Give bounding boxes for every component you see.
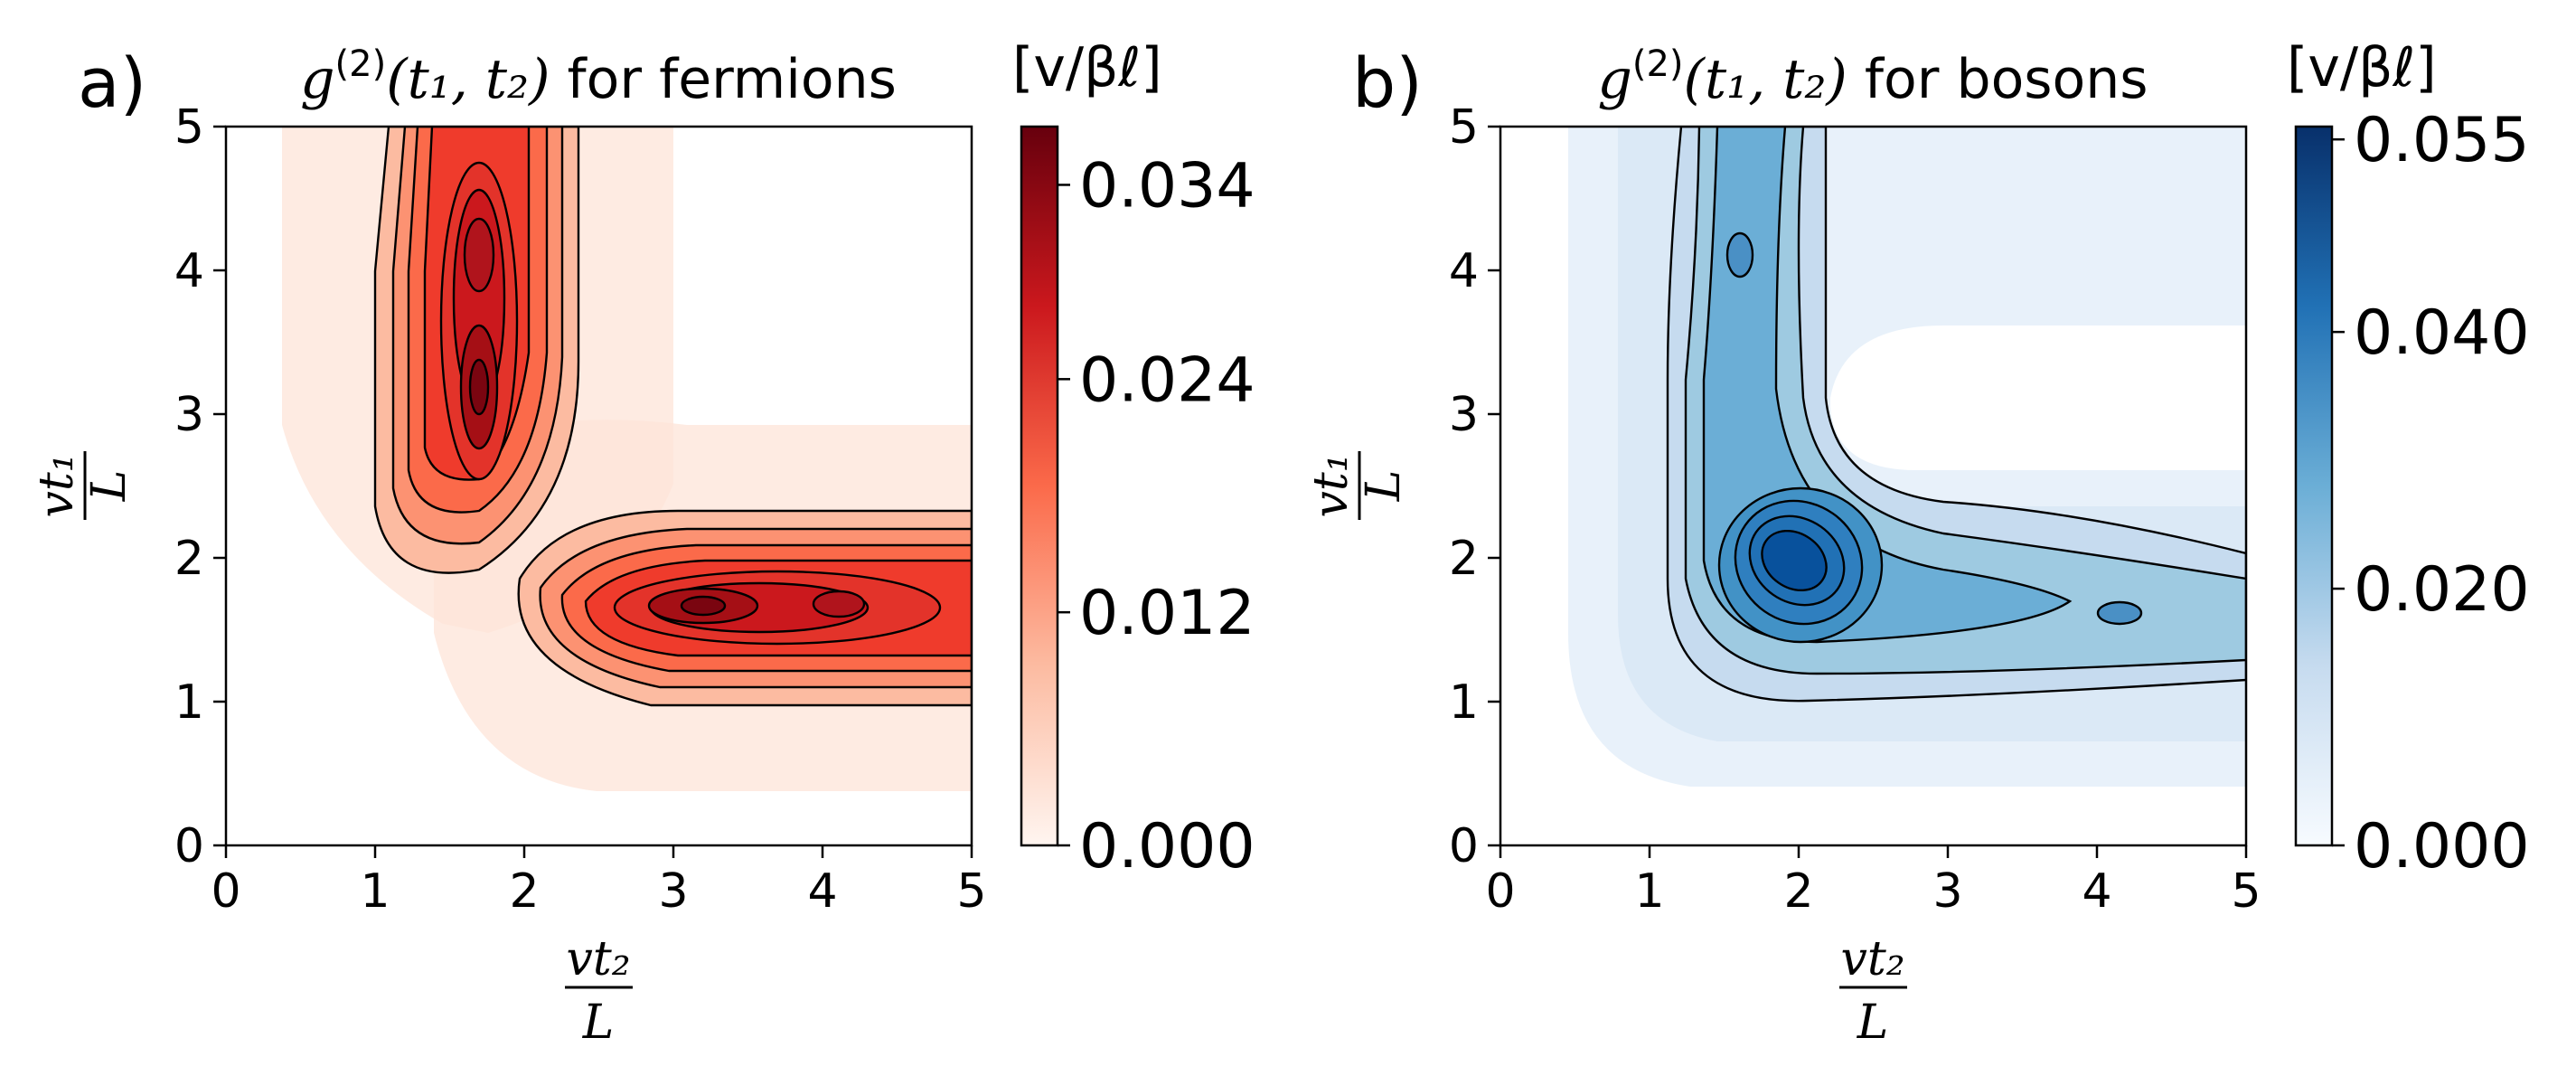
panel-a-cbar-tick-label-2: 0.024 bbox=[1079, 344, 1255, 416]
panel-b-colorbar bbox=[2294, 125, 2334, 847]
panel-b-cbar-tick-label-3: 0.055 bbox=[2354, 105, 2530, 176]
panel-a-ytick-label-5: 5 bbox=[174, 100, 204, 155]
panel-b-label: b) bbox=[1352, 42, 1423, 123]
panel-a-xlabel: vt₂ L bbox=[565, 932, 633, 1050]
panel-b-title-sup: (2) bbox=[1632, 43, 1684, 85]
panel-a-title-suffix: for fermions bbox=[550, 48, 896, 111]
panel-a-ridge-vertical bbox=[373, 127, 580, 574]
panel-b-title: g(2)(t₁, t₂) for bosons bbox=[1597, 43, 2148, 111]
panel-a-contour-v7 bbox=[463, 217, 495, 293]
panel-b-xlabel-num: vt₂ bbox=[1840, 932, 1904, 986]
panel-a-xtick-label-4: 4 bbox=[807, 864, 837, 919]
panel-b-colorbar-label: [v/βℓ] bbox=[2287, 36, 2437, 99]
panel-a-xtick-label-1: 1 bbox=[360, 864, 390, 919]
panel-a-cbar-tick-label-0: 0.000 bbox=[1079, 811, 1255, 882]
panel-a-ytick-label-0: 0 bbox=[174, 819, 204, 873]
panel-b-ticks: 0 1 2 3 4 5 0 1 2 3 4 5 bbox=[1449, 100, 2261, 919]
panel-a-label: a) bbox=[78, 42, 146, 123]
panel-b-xlabel: vt₂ L bbox=[1839, 932, 1907, 1050]
panel-a-xtick-label-2: 2 bbox=[509, 864, 539, 919]
panel-b-ytick-label-1: 1 bbox=[1449, 675, 1479, 730]
panel-b: b) g(2)(t₁, t₂) for bosons 0 1 2 3 4 5012345 … bbox=[1304, 36, 2530, 1050]
panel-a-ylabel: vt₁ L bbox=[30, 451, 136, 520]
panel-b-peak-vertical bbox=[1725, 231, 1754, 278]
panel-b-ytick-label-0: 0 bbox=[1449, 819, 1479, 873]
panel-a-contour-h9 bbox=[680, 595, 727, 617]
panel-b-xlabel-den: L bbox=[1857, 995, 1889, 1050]
panel-b-ylabel-num: vt₁ bbox=[1304, 453, 1359, 517]
panel-b-title-suffix: for bosons bbox=[1847, 48, 2148, 111]
panel-a-cbar-tick-label-1: 0.012 bbox=[1079, 578, 1255, 649]
panel-a-xtick-label-5: 5 bbox=[956, 864, 986, 919]
panel-b-title-args: (t₁, t₂) bbox=[1684, 48, 1847, 111]
panel-a-colorbar-label: [v/βℓ] bbox=[1012, 36, 1162, 99]
panel-b-cbar-tick-label-0: 0.000 bbox=[2354, 811, 2530, 882]
panel-b-xtick-label-3: 3 bbox=[1932, 864, 1962, 919]
panel-a-xtick-label-0: 0 bbox=[211, 864, 240, 919]
panel-b-cbar-tick-label-1: 0.020 bbox=[2354, 554, 2530, 626]
panel-b-xtick-label-2: 2 bbox=[1783, 864, 1813, 919]
panel-a-contour-v9 bbox=[468, 358, 490, 416]
panel-a-ylabel-den: L bbox=[82, 470, 136, 503]
panel-a: a) g(2)(t₁, t₂) for fermions bbox=[30, 36, 1255, 1050]
panel-b-xtick-label-4: 4 bbox=[2082, 864, 2111, 919]
panel-a-ylabel-num: vt₁ bbox=[30, 453, 84, 517]
panel-a-ytick-label-4: 4 bbox=[174, 244, 204, 298]
panel-a-ytick-label-3: 3 bbox=[174, 388, 204, 442]
panel-a-contour-h7 bbox=[812, 590, 866, 618]
panel-b-ylabel: vt₁ L bbox=[1304, 451, 1411, 520]
panel-a-title-args: (t₁, t₂) bbox=[386, 48, 550, 111]
panel-b-title-func: g bbox=[1597, 48, 1631, 111]
panel-a-ticks: 0 1 2 3 4 5 0 1 2 3 4 5 bbox=[174, 100, 987, 919]
panel-a-title: g(2)(t₁, t₂) for fermions bbox=[300, 43, 897, 111]
panel-a-title-sup: (2) bbox=[335, 43, 387, 85]
panel-a-ytick-label-1: 1 bbox=[174, 675, 204, 730]
panel-b-contour-7 bbox=[1761, 529, 1828, 592]
panel-a-ridge-horizontal bbox=[517, 509, 972, 707]
panel-b-cbar-tick-label-2: 0.040 bbox=[2354, 297, 2530, 369]
panel-b-ytick-label-2: 2 bbox=[1449, 532, 1479, 586]
panel-b-xtick-label-5: 5 bbox=[2231, 864, 2261, 919]
panel-b-xtick-label-0: 0 bbox=[1485, 864, 1515, 919]
panel-a-title-func: g bbox=[300, 48, 334, 111]
panel-a-ytick-label-2: 2 bbox=[174, 532, 204, 586]
panel-b-frame bbox=[1499, 125, 2248, 847]
panel-a-frame bbox=[224, 125, 973, 847]
panel-b-ytick-label-3: 3 bbox=[1449, 388, 1479, 442]
panel-b-colorbar-ticks: 0.000 0.020 0.040 0.055 bbox=[2332, 105, 2530, 882]
panel-a-xlabel-num: vt₂ bbox=[566, 932, 630, 986]
panel-a-xtick-label-3: 3 bbox=[658, 864, 688, 919]
panel-b-xtick-label-1: 1 bbox=[1634, 864, 1664, 919]
panel-b-ytick-label-4: 4 bbox=[1449, 244, 1479, 298]
panel-a-colorbar bbox=[1020, 125, 1059, 847]
panel-b-ylabel-den: L bbox=[1357, 470, 1411, 503]
panel-a-colorbar-ticks: 0.000 0.012 0.024 0.034 bbox=[1058, 150, 1255, 882]
panel-a-xlabel-den: L bbox=[582, 995, 615, 1050]
panel-b-ytick-label-5: 5 bbox=[1449, 100, 1479, 155]
panel-b-peak-horizontal bbox=[2096, 600, 2143, 626]
panel-a-cbar-tick-label-3: 0.034 bbox=[1079, 150, 1255, 222]
